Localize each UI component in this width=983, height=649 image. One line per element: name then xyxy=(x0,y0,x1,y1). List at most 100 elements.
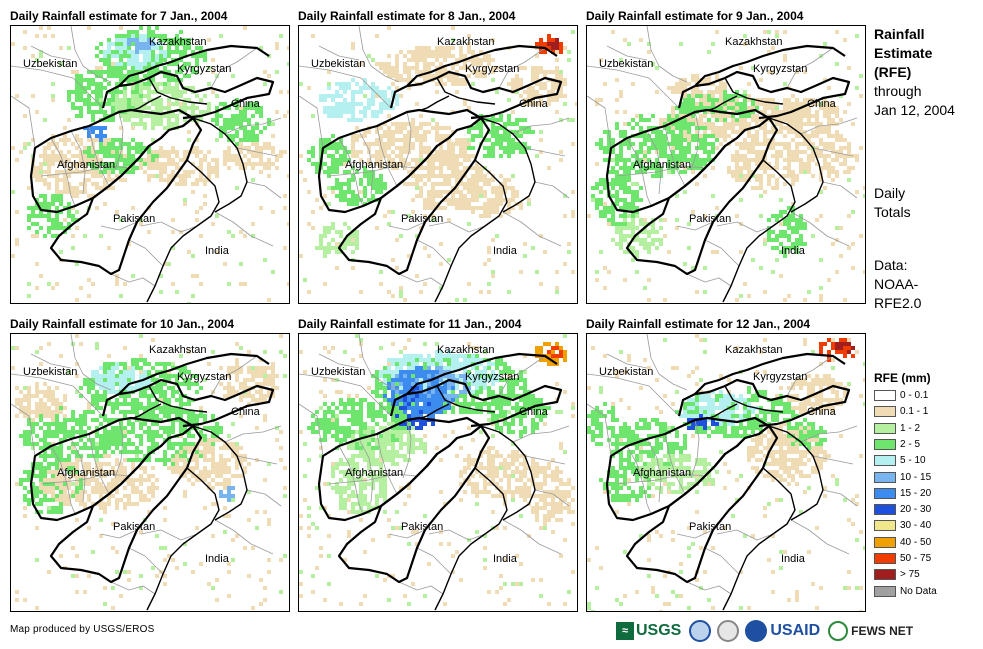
admin-boundary xyxy=(812,455,854,465)
country-border xyxy=(420,95,450,111)
rainfall-map: Kazakhstan Uzbekistan Kyrgyzstan China Afgha… xyxy=(11,334,287,611)
rainfall-cells xyxy=(587,30,865,302)
legend-swatch xyxy=(874,455,896,467)
side-title-line5: Jan 12, 2004 xyxy=(874,102,955,118)
admin-boundary xyxy=(512,117,570,135)
admin-boundary xyxy=(786,47,834,89)
country-border xyxy=(118,44,270,87)
admin-boundary xyxy=(318,45,360,61)
admin-boundary xyxy=(587,373,680,417)
admin-boundary xyxy=(388,529,426,539)
admin-boundary xyxy=(224,425,282,443)
fews-logo-text: FEWS NET xyxy=(851,624,914,638)
legend-item: 15 - 20 xyxy=(874,487,931,502)
noaa-emblem-icon xyxy=(689,620,712,642)
country-label-kazakhstan: Kazakhstan xyxy=(725,344,782,356)
country-label-pakistan: Pakistan xyxy=(689,213,731,225)
legend-swatch xyxy=(874,553,896,564)
legend-swatch xyxy=(874,438,896,450)
admin-boundary xyxy=(88,433,110,495)
legend-label: 0.1 - 1 xyxy=(900,406,929,418)
country-label-kazakhstan: Kazakhstan xyxy=(725,36,782,48)
legend-item: 1 - 2 xyxy=(874,422,921,437)
admin-boundary xyxy=(534,489,570,507)
side-title-line2: Estimate xyxy=(874,45,933,61)
usaid-logo: USAID xyxy=(745,620,820,642)
legend-swatch xyxy=(874,569,896,581)
country-label-kyrgyzstan: Kyrgyzstan xyxy=(465,63,519,75)
legend-item: 10 - 15 xyxy=(874,471,931,486)
legend-swatch xyxy=(874,585,896,597)
legend-swatch xyxy=(874,406,896,418)
legend-item: 50 - 75 xyxy=(874,553,931,567)
legend-item: 5 - 10 xyxy=(874,455,926,469)
country-label-kyrgyzstan: Kyrgyzstan xyxy=(753,371,807,383)
admin-boundary xyxy=(402,419,412,479)
country-label-uzbekistan: Uzbekistan xyxy=(599,366,653,378)
admin-boundary xyxy=(358,334,400,391)
map-panel-5: Kazakhstan Uzbekistan Kyrgyzstan China Afgha… xyxy=(298,333,578,612)
admin-boundary xyxy=(70,130,86,195)
country-border xyxy=(677,378,851,428)
side-totals-line1: Daily xyxy=(874,185,906,201)
country-border xyxy=(146,467,220,611)
legend-item: 0 - 0.1 xyxy=(874,390,928,404)
admin-boundary xyxy=(214,211,274,247)
legend-label: 5 - 10 xyxy=(900,455,926,467)
country-label-china: China xyxy=(807,406,837,418)
country-border xyxy=(436,77,496,105)
admin-boundary xyxy=(716,221,774,233)
admin-boundary xyxy=(428,221,486,233)
admin-boundary xyxy=(328,165,418,177)
admin-boundary xyxy=(790,519,850,555)
country-border xyxy=(768,425,824,521)
admin-boundary xyxy=(676,529,714,539)
admin-boundary xyxy=(402,111,412,171)
country-label-uzbekistan: Uzbekistan xyxy=(23,58,77,70)
usaid-logo-text: USAID xyxy=(770,622,821,639)
country-border xyxy=(694,352,846,395)
admin-boundary xyxy=(626,445,652,515)
admin-boundary xyxy=(498,355,546,397)
country-border xyxy=(434,159,508,303)
side-title-line3: (RFE) xyxy=(874,64,912,80)
admin-boundary xyxy=(70,26,112,83)
country-label-kazakhstan: Kazakhstan xyxy=(149,344,206,356)
legend-label: 30 - 40 xyxy=(900,520,932,532)
usaid-emblem-icon xyxy=(745,620,768,642)
admin-boundary xyxy=(398,581,444,595)
admin-boundary xyxy=(40,165,130,177)
admin-boundary xyxy=(606,45,648,61)
country-label-india: India xyxy=(493,245,518,257)
legend-item: No Data xyxy=(874,585,937,600)
country-border xyxy=(694,44,846,87)
country-label-pakistan: Pakistan xyxy=(401,521,443,533)
admin-boundary xyxy=(246,489,282,507)
admin-boundary xyxy=(210,47,258,89)
legend-swatch xyxy=(874,390,896,401)
country-border xyxy=(434,467,508,611)
admin-boundary xyxy=(114,419,124,479)
country-label-kazakhstan: Kazakhstan xyxy=(149,36,206,48)
legend-swatch xyxy=(874,487,896,499)
admin-boundary xyxy=(100,529,138,539)
country-label-uzbekistan: Uzbekistan xyxy=(311,58,365,70)
legend-label: 50 - 75 xyxy=(900,553,932,565)
country-label-pakistan: Pakistan xyxy=(113,213,155,225)
legend-label: 40 - 50 xyxy=(900,536,932,548)
country-label-china: China xyxy=(519,406,549,418)
admin-boundary xyxy=(318,353,360,369)
legend-label: 1 - 2 xyxy=(900,422,921,434)
admin-boundary xyxy=(246,181,282,199)
admin-boundary xyxy=(11,373,104,417)
country-label-india: India xyxy=(205,245,230,257)
rainfall-map: Kazakhstan Uzbekistan Kyrgyzstan China Afgha… xyxy=(299,26,577,303)
admin-boundary xyxy=(646,130,662,195)
admin-boundary xyxy=(664,433,686,495)
country-label-afghanistan: Afghanistan xyxy=(633,467,691,479)
admin-boundary xyxy=(686,273,732,287)
admin-boundary xyxy=(299,403,324,457)
country-border xyxy=(118,352,270,395)
admin-boundary xyxy=(299,65,392,109)
admin-boundary xyxy=(110,581,156,595)
